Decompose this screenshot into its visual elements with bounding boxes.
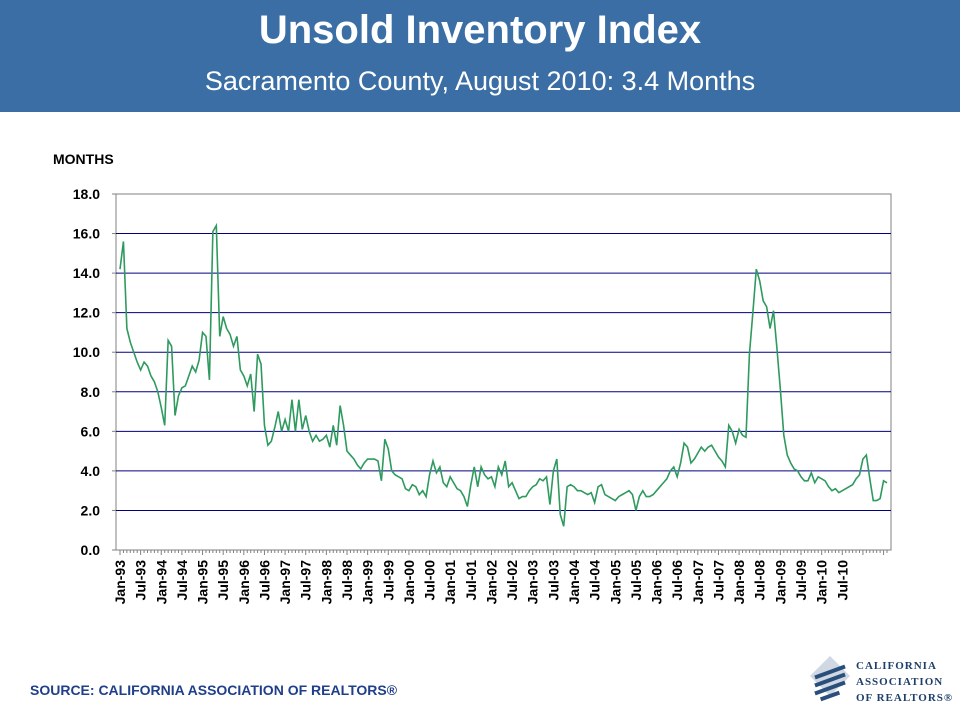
logo-line-1: CALIFORNIA [856,660,937,672]
header-banner: Unsold Inventory Index Sacramento County… [0,0,960,112]
x-tick-label: Jul-02 [504,560,520,601]
x-tick-label: Jan-99 [360,560,376,605]
x-tick-label: Jan-93 [112,560,128,605]
x-tick-label: Jul-08 [752,560,768,601]
grid-lines [112,193,891,551]
car-logo-icon [810,656,850,702]
y-tick-labels: 0.0 2.0 4.0 6.0 8.0 10.0 12.0 14.0 16.0 18.0 [73,186,100,558]
x-tick-label: Jan-10 [814,560,830,605]
y-tick-label: 16.0 [73,226,100,242]
car-logo: CALIFORNIA ASSOCIATION OF REALTORS® [806,652,956,714]
y-tick-label: 10.0 [73,344,100,360]
x-tick-labels: Jan-93 Jul-93 Jan-94 Jul-94 Jan-95 Jul-95 Jan-… [112,560,850,605]
x-tick-label: Jul-95 [215,560,231,601]
x-tick-label: Jan-00 [401,560,417,605]
plot-area [115,193,892,551]
x-tick-label: Jul-98 [339,560,355,601]
y-tick-label: 4.0 [81,463,101,479]
x-minor-ticks [119,550,888,555]
x-tick-label: Jul-10 [834,560,850,601]
y-tick-label: 14.0 [73,265,100,281]
x-tick-label: Jan-03 [525,560,541,605]
y-tick-label: 12.0 [73,305,100,321]
x-tick-label: Jan-08 [731,560,747,605]
x-tick-label: Jul-96 [256,560,272,601]
series-line-unsold-inventory [119,222,888,527]
logo-line-2: ASSOCIATION [856,676,944,688]
x-tick-label: Jul-04 [587,560,603,601]
y-axis-label: MONTHS [53,151,114,167]
x-tick-label: Jul-09 [793,560,809,601]
x-tick-label: Jul-03 [545,560,561,601]
x-tick-label: Jan-94 [153,560,169,605]
y-tick-label: 2.0 [81,502,101,518]
x-tick-label: Jan-02 [483,560,499,605]
page-subtitle: Sacramento County, August 2010: 3.4 Mont… [204,66,756,96]
x-tick-label: Jan-97 [277,560,293,605]
x-tick-label: Jul-06 [669,560,685,601]
x-tick-label: Jul-00 [422,560,438,601]
x-tick-label: Jul-01 [463,560,479,601]
x-tick-label: Jan-01 [442,560,458,605]
x-tick-label: Jul-07 [710,560,726,601]
y-tick-label: 18.0 [73,186,100,202]
x-tick-label: Jan-98 [318,560,334,605]
car-logo-text: CALIFORNIA ASSOCIATION OF REALTORS® [856,658,953,706]
y-tick-label: 6.0 [81,423,101,439]
x-tick-label: Jan-04 [566,560,582,605]
x-tick-label: Jan-95 [195,560,211,605]
x-tick-label: Jan-96 [236,560,252,605]
x-tick-label: Jan-06 [649,560,665,605]
x-tick-label: Jul-93 [133,560,149,601]
source-note: SOURCE: CALIFORNIA ASSOCIATION OF REALTO… [30,682,398,698]
x-tick-label: Jan-05 [607,560,623,605]
logo-line-3: OF REALTORS® [856,692,954,704]
x-tick-label: Jul-97 [298,560,314,601]
x-tick-label: Jul-94 [174,560,190,601]
x-tick-label: Jan-09 [772,560,788,605]
y-tick-label: 8.0 [81,384,101,400]
page-title: Unsold Inventory Index [258,8,702,52]
x-tick-label: Jul-05 [628,560,644,601]
x-tick-label: Jul-99 [380,560,396,601]
y-tick-label: 0.0 [81,542,101,558]
x-tick-label: Jan-07 [690,560,706,605]
